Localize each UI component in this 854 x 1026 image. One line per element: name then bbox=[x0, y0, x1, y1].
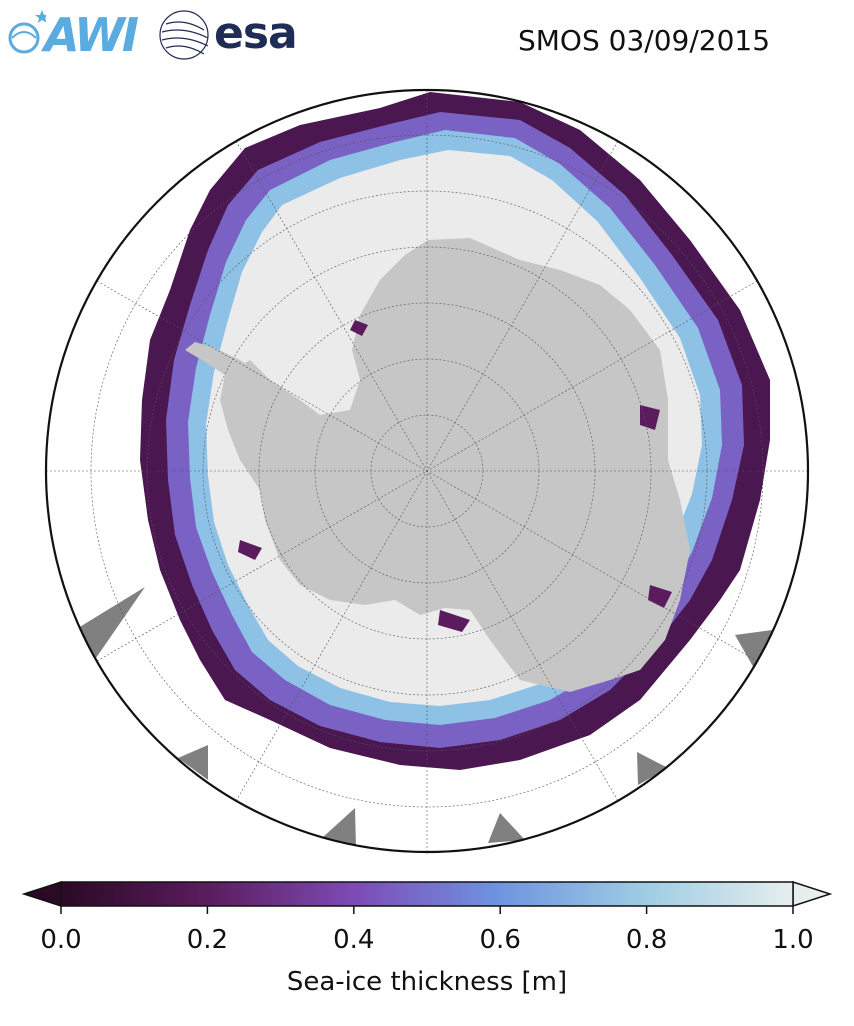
header: AWI esa SMOS 03/09/2015 bbox=[0, 0, 854, 80]
colorbar-tick-label: 0.0 bbox=[40, 925, 81, 955]
missing-data bbox=[78, 587, 772, 848]
colorbar-min-extension bbox=[21, 880, 62, 908]
colorbar-tick-label: 0.4 bbox=[333, 925, 374, 955]
esa-logo-text: esa bbox=[214, 8, 298, 59]
colorbar-max-extension bbox=[792, 880, 833, 908]
awi-emblem-icon bbox=[8, 10, 49, 54]
antarctic-peninsula bbox=[185, 342, 300, 402]
map-content bbox=[46, 90, 808, 852]
awi-logo-text: AWI bbox=[44, 8, 139, 62]
esa-emblem-icon bbox=[159, 10, 209, 60]
antarctica bbox=[220, 238, 690, 692]
sea-ice-map bbox=[44, 88, 810, 854]
colorbar-tick-label: 1.0 bbox=[772, 925, 813, 955]
colorbar-tick-label: 0.8 bbox=[626, 925, 667, 955]
colorbar-ticks: 0.0 0.2 0.4 0.6 0.8 1.0 bbox=[40, 906, 814, 955]
colorbar: 0.0 0.2 0.4 0.6 0.8 1.0 Sea-ice thickness [m] bbox=[21, 880, 833, 997]
esa-logo: esa bbox=[158, 8, 308, 62]
map-boundary bbox=[44, 88, 810, 854]
colorbar-gradient bbox=[60, 881, 794, 907]
colorbar-tick-label: 0.2 bbox=[187, 925, 228, 955]
awi-logo: AWI bbox=[6, 6, 146, 62]
graticule bbox=[46, 90, 808, 852]
colorbar-tick-label: 0.6 bbox=[480, 925, 521, 955]
coastal-thin-ice bbox=[238, 320, 672, 632]
map-title: SMOS 03/09/2015 bbox=[518, 24, 771, 57]
colorbar-label: Sea-ice thickness [m] bbox=[287, 967, 567, 997]
